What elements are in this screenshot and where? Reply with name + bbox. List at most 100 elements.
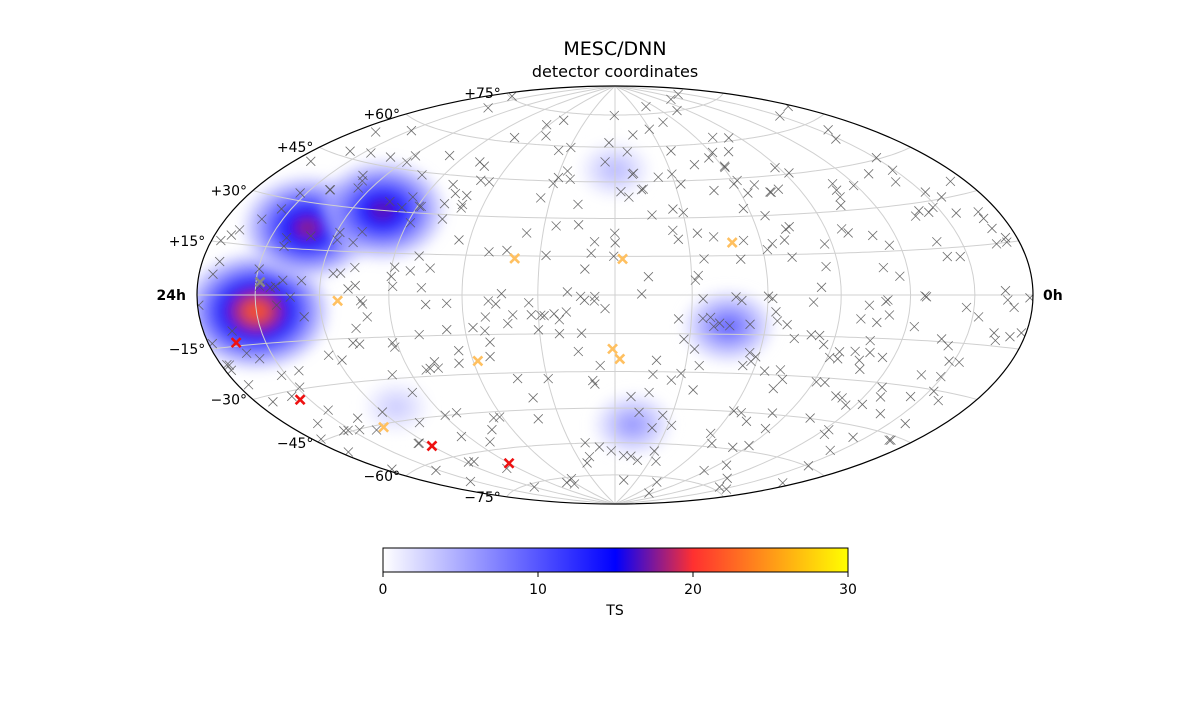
background-event-marker [708, 232, 719, 242]
background-event-marker [451, 407, 462, 418]
background-event-marker [736, 407, 747, 418]
background-event-marker [867, 230, 878, 241]
background-event-marker [942, 251, 953, 262]
background-event-marker [827, 178, 838, 189]
background-event-marker [343, 425, 353, 436]
background-event-marker [580, 264, 590, 274]
background-event-marker [628, 168, 639, 179]
background-event-marker [405, 266, 416, 276]
background-event-marker [197, 300, 204, 310]
background-event-marker [328, 268, 338, 279]
background-event-marker [296, 275, 307, 286]
event-marker-red [503, 457, 515, 469]
background-event-marker [951, 208, 962, 218]
background-event-marker [884, 435, 894, 445]
background-event-marker [771, 307, 781, 317]
background-event-marker [352, 413, 363, 423]
event-marker-orange [726, 237, 738, 248]
background-event-marker [954, 357, 964, 368]
background-event-marker [551, 221, 561, 231]
background-event-marker [254, 264, 265, 274]
background-event-marker [720, 162, 730, 173]
dec-tick-label: −30° [210, 393, 247, 409]
background-event-marker [416, 282, 427, 293]
background-event-marker [484, 177, 494, 187]
background-event-marker [690, 275, 701, 285]
background-event-marker [1002, 237, 1012, 247]
background-event-marker [589, 236, 600, 247]
meridian-line [614, 86, 912, 504]
background-event-marker [816, 282, 827, 293]
event-marker-orange [378, 421, 390, 433]
event-marker-orange [332, 295, 344, 307]
background-event-marker [699, 465, 709, 476]
event-marker-orange [509, 253, 521, 264]
background-event-marker [565, 174, 576, 185]
background-event-marker [745, 319, 755, 330]
background-event-marker [243, 379, 254, 390]
background-event-marker [784, 168, 794, 178]
background-event-marker [406, 125, 417, 136]
background-event-marker [679, 334, 689, 344]
background-event-marker [562, 166, 573, 176]
background-event-marker [638, 184, 649, 194]
background-event-marker [553, 172, 564, 183]
background-event-marker [759, 366, 770, 376]
background-event-marker [554, 328, 565, 339]
background-event-marker [698, 294, 708, 304]
background-event-marker [348, 237, 358, 248]
background-event-marker [479, 161, 490, 171]
background-event-marker [483, 103, 493, 113]
background-event-marker [744, 440, 754, 451]
background-event-marker [933, 395, 944, 406]
background-event-marker [647, 210, 657, 220]
background-event-marker [558, 115, 569, 126]
meridian-line [614, 86, 693, 504]
background-event-marker [440, 410, 451, 421]
background-event-marker [441, 298, 452, 309]
background-event-marker [814, 330, 825, 341]
background-event-marker [448, 179, 458, 190]
background-event-marker [775, 365, 786, 375]
background-event-marker [818, 339, 829, 350]
meridian-line [537, 86, 616, 504]
background-event-marker [900, 418, 911, 429]
background-event-marker [848, 180, 859, 191]
background-event-marker [576, 328, 587, 339]
background-event-marker [676, 179, 686, 189]
background-event-marker [387, 338, 398, 348]
background-event-marker [765, 187, 775, 197]
background-event-marker [763, 291, 774, 301]
background-event-marker [405, 217, 416, 228]
background-event-marker [371, 425, 382, 435]
background-event-marker [562, 477, 572, 488]
background-event-marker [727, 442, 738, 453]
background-event-marker [484, 247, 494, 257]
background-event-marker [865, 347, 875, 358]
background-event-marker [714, 482, 725, 492]
background-event-marker [666, 94, 676, 105]
background-event-marker [397, 202, 407, 213]
background-event-marker [978, 213, 989, 224]
background-event-marker [429, 357, 440, 367]
background-event-marker [910, 211, 921, 221]
background-event-marker [305, 156, 316, 167]
background-event-marker [561, 307, 572, 317]
background-event-marker [208, 269, 218, 279]
background-event-marker [441, 324, 452, 335]
background-event-marker [704, 153, 714, 163]
ra-label-left: 24h [157, 288, 186, 304]
background-event-marker [724, 320, 735, 331]
background-event-marker [410, 151, 421, 161]
background-event-marker [573, 346, 584, 357]
background-event-marker [600, 303, 610, 314]
background-event-marker [729, 179, 739, 189]
background-event-marker [973, 207, 984, 217]
background-event-marker [840, 400, 851, 410]
meridian-line [614, 86, 976, 504]
background-event-marker [831, 185, 842, 195]
background-event-marker [848, 432, 858, 443]
colorbar-tick-label: 0 [379, 582, 388, 598]
background-event-marker [719, 161, 730, 171]
background-event-marker [503, 318, 513, 329]
